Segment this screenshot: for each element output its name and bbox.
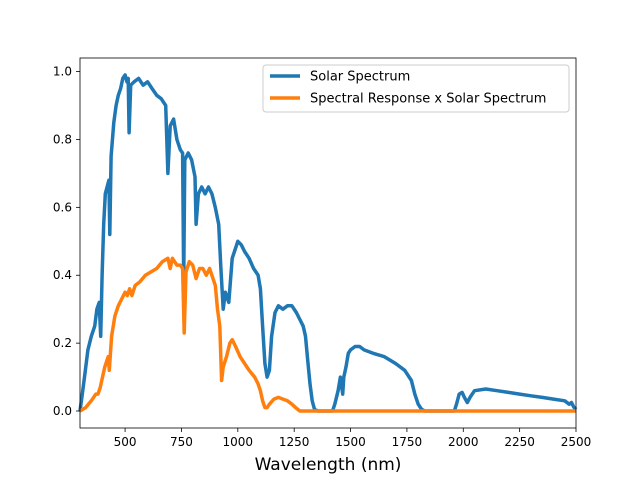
x-tick-label: 1000 [223,435,254,449]
legend-label-response: Spectral Response x Solar Spectrum [310,92,546,107]
x-tick-label: 500 [114,435,137,449]
y-tick-label: 0.4 [53,268,72,282]
x-tick-label: 2000 [448,435,479,449]
x-axis: 500 750 1000 1250 1500 1750 2000 2250 2500 [114,428,592,449]
series-layer [78,73,578,413]
y-tick-label: 0.6 [53,200,72,214]
plot-frame [79,57,577,429]
x-tick-label: 1750 [392,435,423,449]
y-axis: 0.0 0.2 0.4 0.6 0.8 1.0 [53,65,80,418]
x-tick-label: 1250 [279,435,310,449]
x-tick-label: 1500 [335,435,366,449]
series-line-spectral-response [79,256,576,413]
legend-box [262,64,570,113]
y-tick-label: 1.0 [53,65,72,79]
x-tick-label: 2500 [561,435,592,449]
legend: Solar Spectrum Spectral Response x Solar… [262,64,570,113]
series-line-solar-spectrum [78,73,578,413]
x-tick-label: 750 [170,435,193,449]
y-tick-label: 0.8 [53,132,72,146]
plot-area [78,57,578,429]
x-tick-label: 2250 [504,435,535,449]
y-tick-label: 0.2 [53,336,72,350]
x-axis-title: Wavelength (nm) [255,455,402,475]
legend-label-solar: Solar Spectrum [310,70,410,85]
y-tick-label: 0.0 [53,404,72,418]
